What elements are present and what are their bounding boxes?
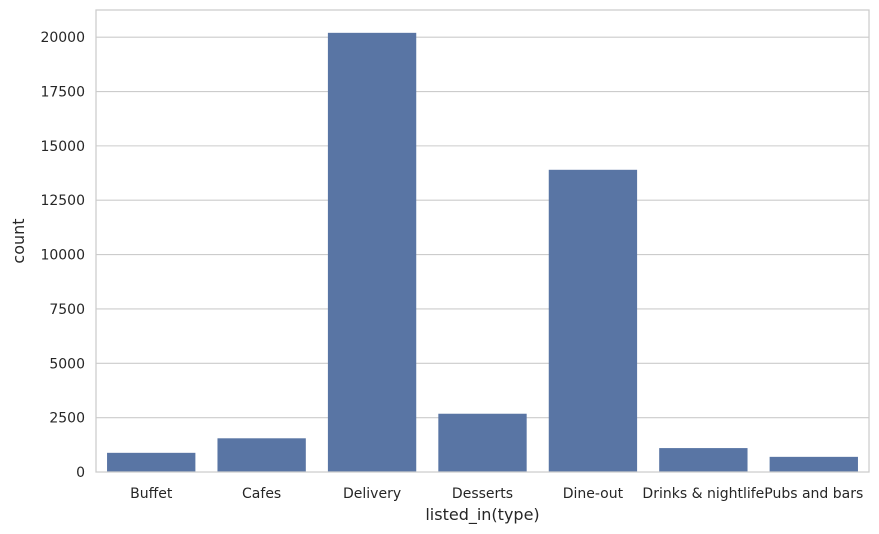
y-tick-label: 20000 xyxy=(40,30,85,46)
bars xyxy=(107,32,858,472)
bar-drinks-nightlife xyxy=(659,448,748,472)
bar-cafes xyxy=(217,438,306,472)
bar-desserts xyxy=(438,413,527,472)
y-tick-label: 7500 xyxy=(49,302,85,318)
plot-frame xyxy=(95,9,870,473)
x-tick-label: Drinks & nightlife xyxy=(642,486,764,502)
x-tick-label: Dine-out xyxy=(563,486,624,502)
x-tick-label: Cafes xyxy=(242,486,281,502)
x-tick-label: Delivery xyxy=(343,486,401,502)
y-tick-label: 0 xyxy=(76,465,85,481)
bar-delivery xyxy=(327,32,417,472)
y-tick-labels: 0 2500 5000 7500 10000 12500 15000 17500 20000 xyxy=(40,30,85,481)
y-tick-label: 5000 xyxy=(49,356,85,372)
x-tick-label: Desserts xyxy=(452,486,513,502)
y-tick-label: 12500 xyxy=(40,193,85,209)
x-tick-label: Buffet xyxy=(130,486,173,502)
y-tick-label: 15000 xyxy=(40,139,85,155)
gridlines xyxy=(96,36,869,473)
bar-buffet xyxy=(107,452,196,472)
bar-dine-out xyxy=(548,169,638,472)
x-tick-label: Pubs and bars xyxy=(764,486,863,502)
y-tick-label: 10000 xyxy=(40,248,85,264)
y-tick-label: 17500 xyxy=(40,85,85,101)
x-tick-labels: Buffet Cafes Delivery Desserts Dine-out Drink… xyxy=(130,486,863,502)
y-tick-label: 2500 xyxy=(49,411,85,427)
bar-pubs-and-bars xyxy=(769,456,858,472)
y-axis-label: count xyxy=(9,218,28,263)
x-axis-label: listed_in(type) xyxy=(425,505,539,525)
